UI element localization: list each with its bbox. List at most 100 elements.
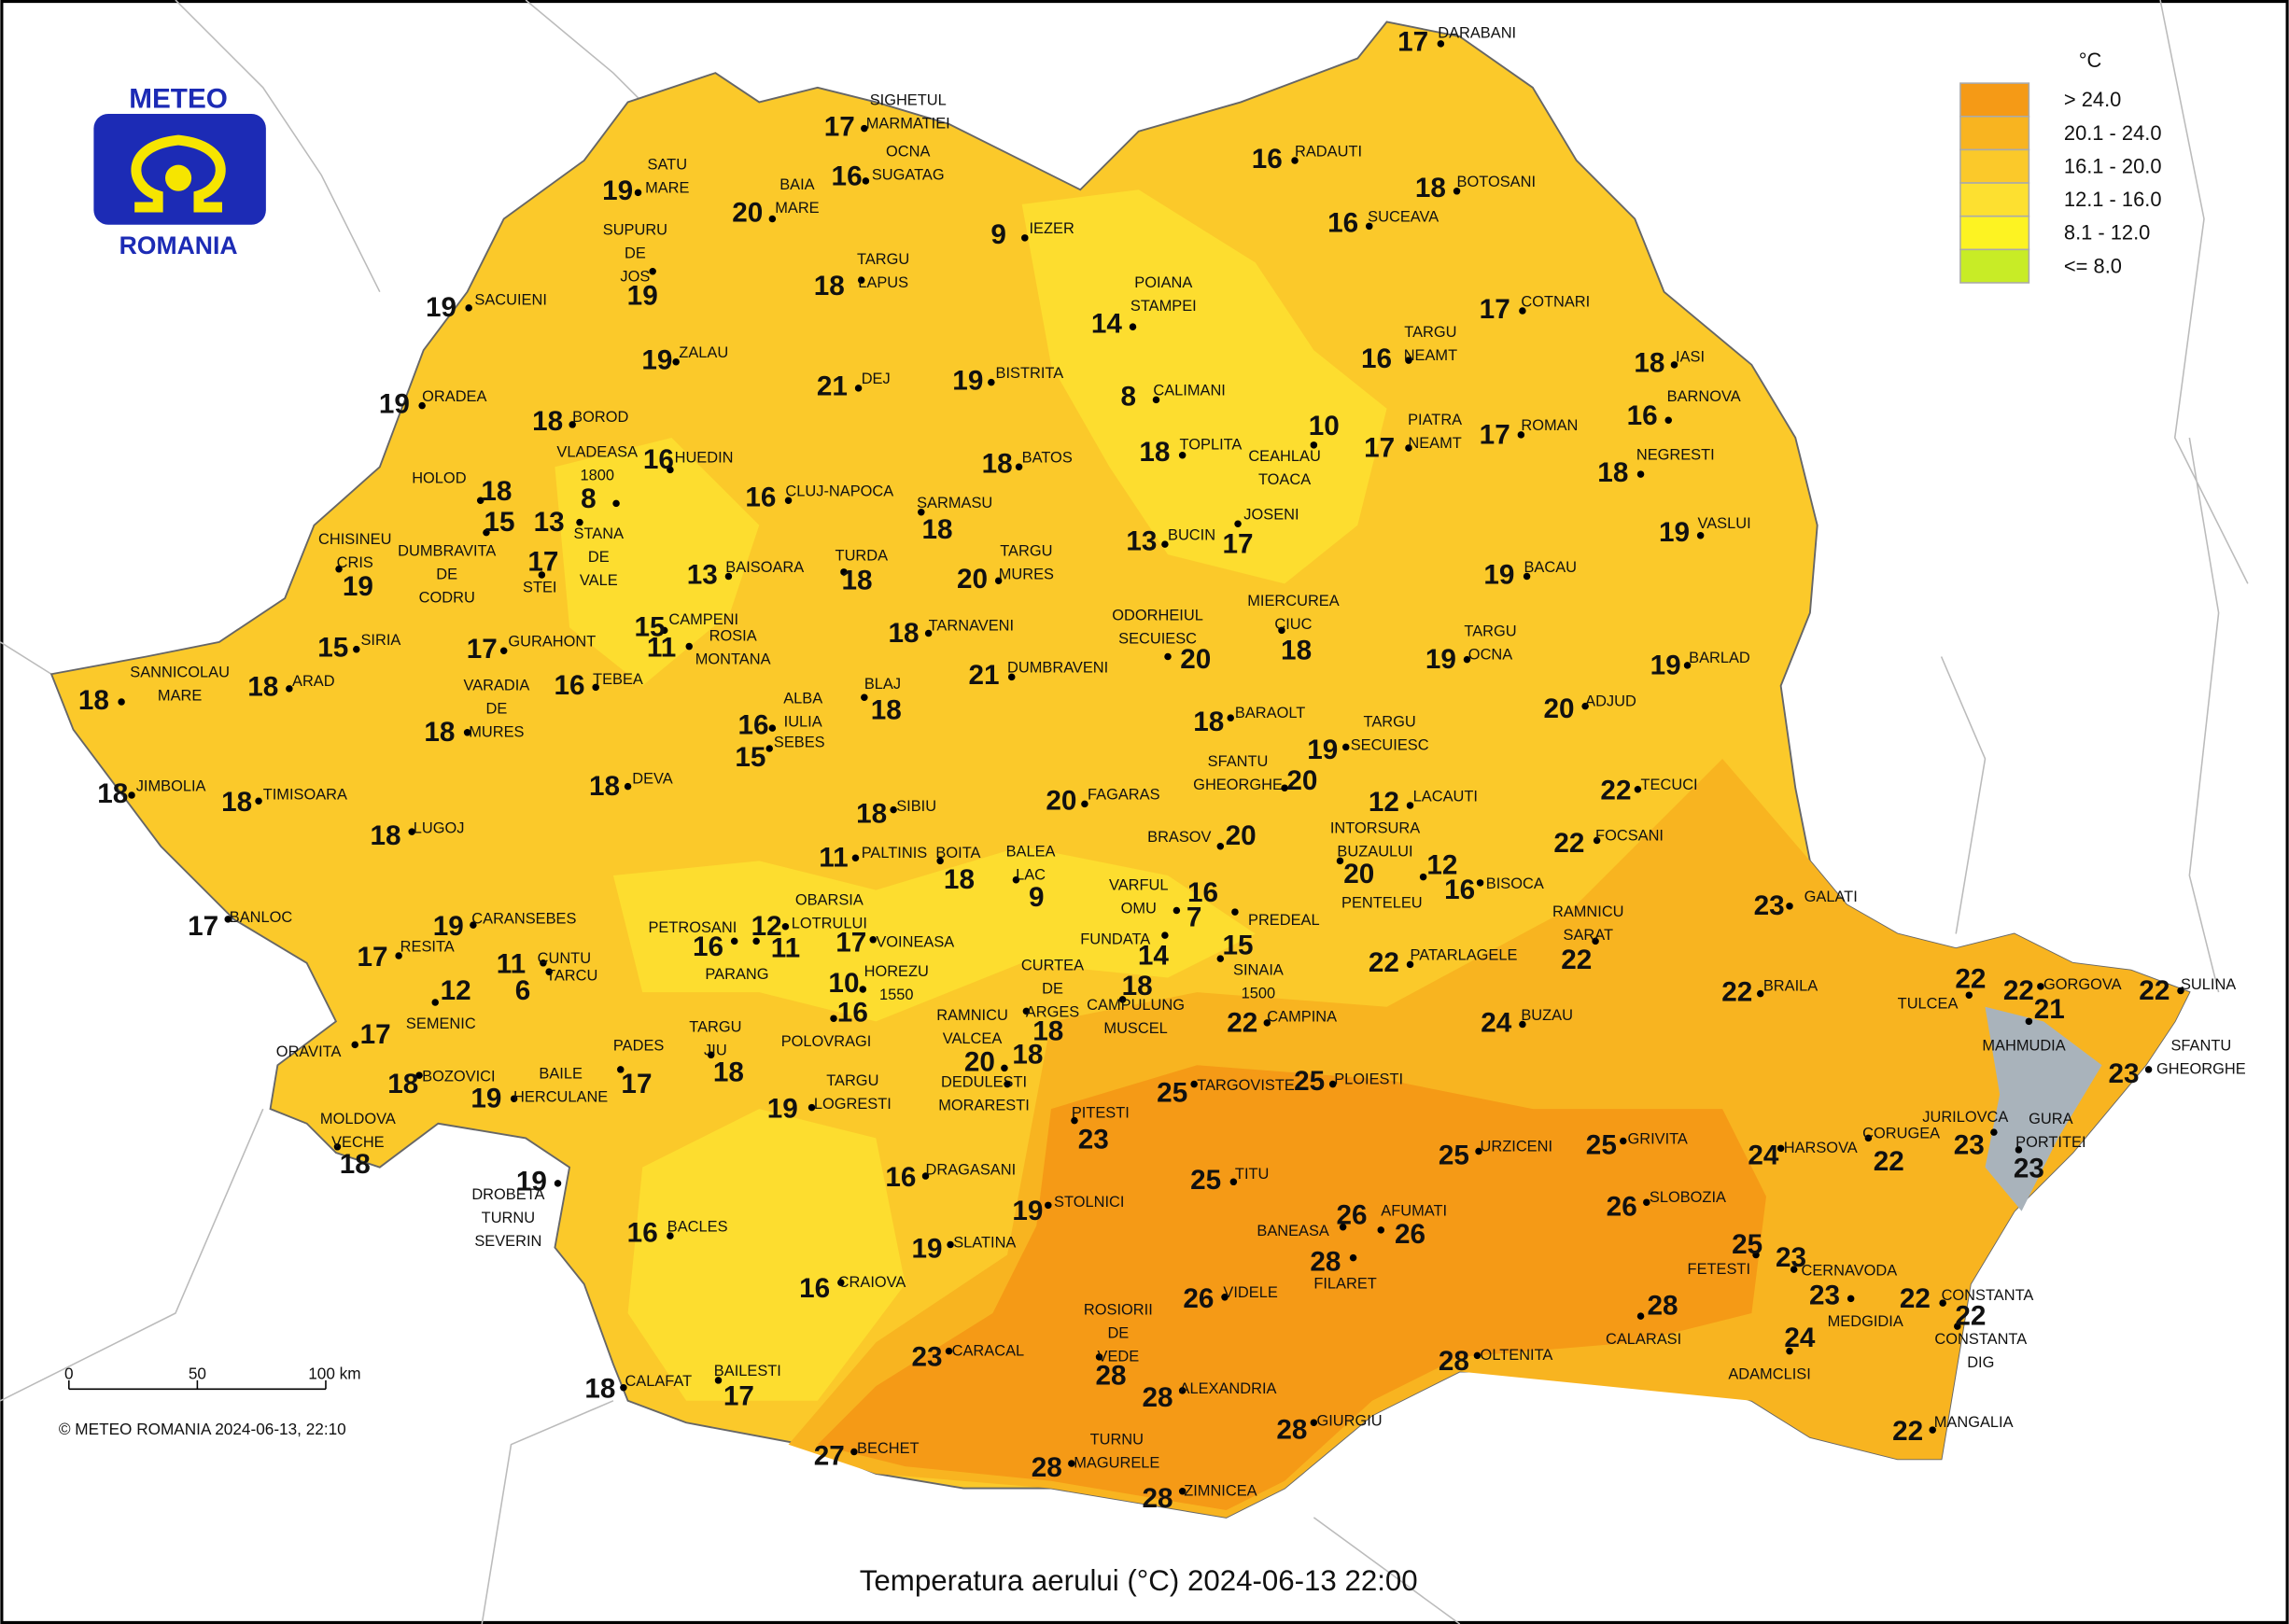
- station-temp: 19: [1425, 644, 1456, 675]
- station-dot: [1328, 1080, 1337, 1088]
- station-name: CERNAVODA: [1802, 1262, 1898, 1279]
- station-dot: [862, 177, 870, 185]
- station-dot: [1517, 431, 1525, 439]
- station-dot: [854, 385, 863, 392]
- station-name: SULINA: [2181, 976, 2236, 993]
- station-temp: 19: [470, 1084, 501, 1114]
- station-name: CALIMANI: [1153, 383, 1226, 399]
- station-dot: [649, 268, 656, 275]
- station-dot: [850, 1448, 858, 1456]
- station-dot: [353, 645, 360, 653]
- station-temp: 22: [1892, 1416, 1923, 1447]
- station-temp: 19: [426, 292, 456, 323]
- legend: °C > 24.0 20.1 - 24.0 16.1 - 20.0 12.1 - 16…: [1959, 49, 2161, 284]
- station-dot: [1519, 1020, 1526, 1029]
- station-temp: 23: [912, 1341, 943, 1372]
- station-name: LAPUS: [858, 274, 908, 291]
- station-name: SIBIU: [896, 798, 936, 815]
- station-temp: 16: [885, 1162, 916, 1193]
- station-temp: 22: [1874, 1146, 1904, 1177]
- station-name: TARGOVISTE: [1197, 1077, 1295, 1094]
- station-name: GURAHONT: [508, 634, 596, 651]
- station-dot: [418, 401, 426, 410]
- station-temp: 22: [2003, 975, 2034, 1006]
- station-name: BAIA: [779, 176, 814, 193]
- station-name: TARGU: [1404, 324, 1456, 341]
- station-temp: 18: [1012, 1040, 1043, 1071]
- station-dot: [1620, 1137, 1627, 1145]
- station-name: BANEASA: [1257, 1223, 1329, 1239]
- station-name: JURILOVCA: [1922, 1109, 2008, 1126]
- station-name: BUZAU: [1521, 1007, 1573, 1024]
- station-dot: [465, 304, 472, 312]
- station-temp: 14: [1138, 940, 1170, 971]
- station-temp: 19: [343, 571, 373, 602]
- station-temp: 10: [828, 968, 859, 999]
- station-name: SARMASU: [917, 495, 992, 511]
- station-temp: 20: [964, 1046, 995, 1077]
- station-dot: [1581, 702, 1589, 710]
- station-temp: 19: [641, 345, 672, 376]
- station-dot: [1419, 873, 1427, 881]
- station-temp: 16: [643, 444, 674, 475]
- station-name: MONTANA: [695, 651, 771, 667]
- station-temp: 28: [1143, 1483, 1173, 1514]
- station-temp: 16: [738, 709, 769, 740]
- station-dot: [1475, 1147, 1482, 1155]
- station-name: BALEA: [1006, 844, 1056, 861]
- station-name: SUGATAG: [872, 166, 945, 183]
- station-name: MURES: [469, 723, 524, 740]
- station-name: MARE: [645, 179, 689, 196]
- station-temp: 19: [379, 388, 410, 419]
- station-temp: 16: [837, 997, 868, 1028]
- station-temp: 28: [1032, 1452, 1062, 1483]
- station-temp: 15: [635, 612, 666, 643]
- station-dot: [1234, 520, 1242, 527]
- station-dot: [1786, 1347, 1793, 1355]
- station-dot: [1683, 662, 1692, 669]
- station-name: BARAOLT: [1235, 705, 1305, 721]
- station-dot: [1453, 188, 1461, 195]
- station-name: BATOS: [1022, 450, 1073, 467]
- station-dot: [947, 1240, 954, 1249]
- station-dot: [1178, 1387, 1187, 1394]
- station-dot: [724, 572, 733, 581]
- station-dot: [1071, 1116, 1078, 1125]
- station-dot: [2015, 1146, 2023, 1154]
- station-name: GIURGIU: [1316, 1412, 1382, 1429]
- station-temp: 18: [387, 1069, 418, 1099]
- stations: 17 DARABANI 17 SIGHETUL MARMATIEI 19 SATU MARE 2…: [78, 25, 2246, 1514]
- station-name: PENTELEU: [1341, 894, 1423, 911]
- station-name: BRASOV: [1147, 829, 1211, 846]
- station-temp: 19: [1012, 1196, 1043, 1226]
- station-name: RAMNICU: [936, 1007, 1008, 1024]
- station-dot: [1281, 784, 1288, 791]
- station-name: SIGHETUL: [870, 92, 947, 109]
- station-name: PLOIESTI: [1334, 1071, 1403, 1088]
- station-temp: 18: [814, 271, 845, 301]
- station-name: TARGU: [1000, 543, 1052, 560]
- station-name: SECUIESC: [1351, 737, 1429, 754]
- station-name: CRAIOVA: [838, 1274, 906, 1291]
- station-name: JOS: [620, 269, 650, 286]
- station-dot: [1954, 1323, 1961, 1330]
- station-dot: [1476, 879, 1484, 887]
- station-dot: [1634, 786, 1642, 793]
- station-name: BRAILA: [1763, 978, 1818, 995]
- station-temp: 26: [1607, 1191, 1637, 1222]
- station-name: BACLES: [667, 1218, 728, 1235]
- station-name: SUCEAVA: [1368, 209, 1439, 226]
- station-temp: 18: [481, 476, 512, 507]
- station-name: SLOBOZIA: [1650, 1189, 1726, 1206]
- station-name: ODORHEIUL: [1112, 607, 1203, 623]
- station-temp: 18: [982, 449, 1013, 480]
- station-temp: 12: [1369, 787, 1399, 818]
- station-name: STAMPEI: [1130, 298, 1197, 315]
- station-name: VEDE: [1098, 1349, 1140, 1365]
- station-name: DE: [588, 549, 610, 566]
- station-name: GALATI: [1805, 889, 1858, 905]
- station-name: OMU: [1121, 901, 1157, 917]
- station-name: CAMPENI: [668, 611, 738, 628]
- station-dot: [1696, 531, 1705, 539]
